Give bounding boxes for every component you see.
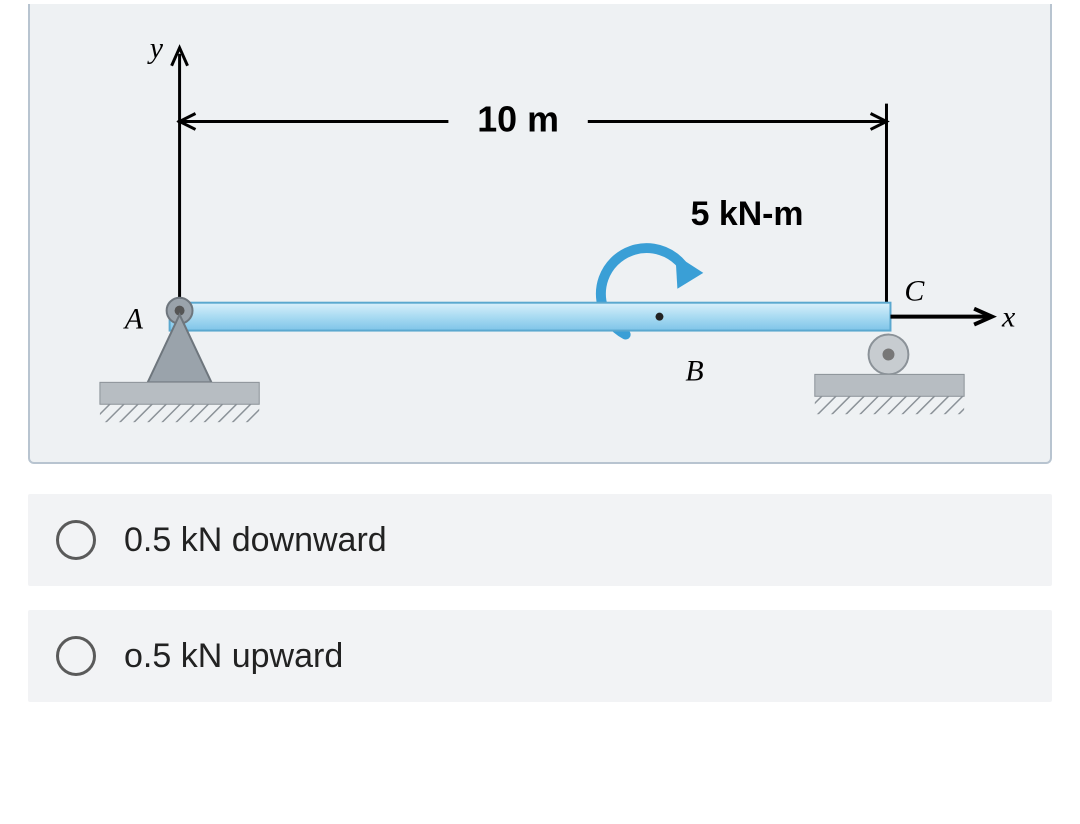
- roller-support: [815, 335, 964, 415]
- point-a-label: A: [123, 303, 144, 336]
- beam: [170, 303, 891, 331]
- y-axis-label: y: [147, 32, 164, 65]
- beam-diagram: y 10 m 5 kN-m x: [30, 4, 1050, 462]
- option-2[interactable]: o.5 kN upward: [28, 610, 1052, 702]
- point-b-label: B: [685, 354, 703, 387]
- beam-diagram-frame: y 10 m 5 kN-m x: [28, 4, 1052, 464]
- moment-point: [655, 313, 663, 321]
- point-c-label: C: [904, 275, 925, 308]
- radio-icon: [56, 520, 96, 560]
- option-1[interactable]: 0.5 kN downward: [28, 494, 1052, 586]
- option-label: 0.5 kN downward: [124, 521, 387, 560]
- dimension-label: 10 m: [477, 99, 559, 139]
- option-label: o.5 kN upward: [124, 637, 343, 676]
- moment-arrowhead: [675, 255, 703, 289]
- x-axis-label: x: [1001, 301, 1016, 334]
- answer-options: 0.5 kN downward o.5 kN upward: [28, 494, 1052, 702]
- moment-label: 5 kN-m: [691, 195, 804, 233]
- radio-icon: [56, 636, 96, 676]
